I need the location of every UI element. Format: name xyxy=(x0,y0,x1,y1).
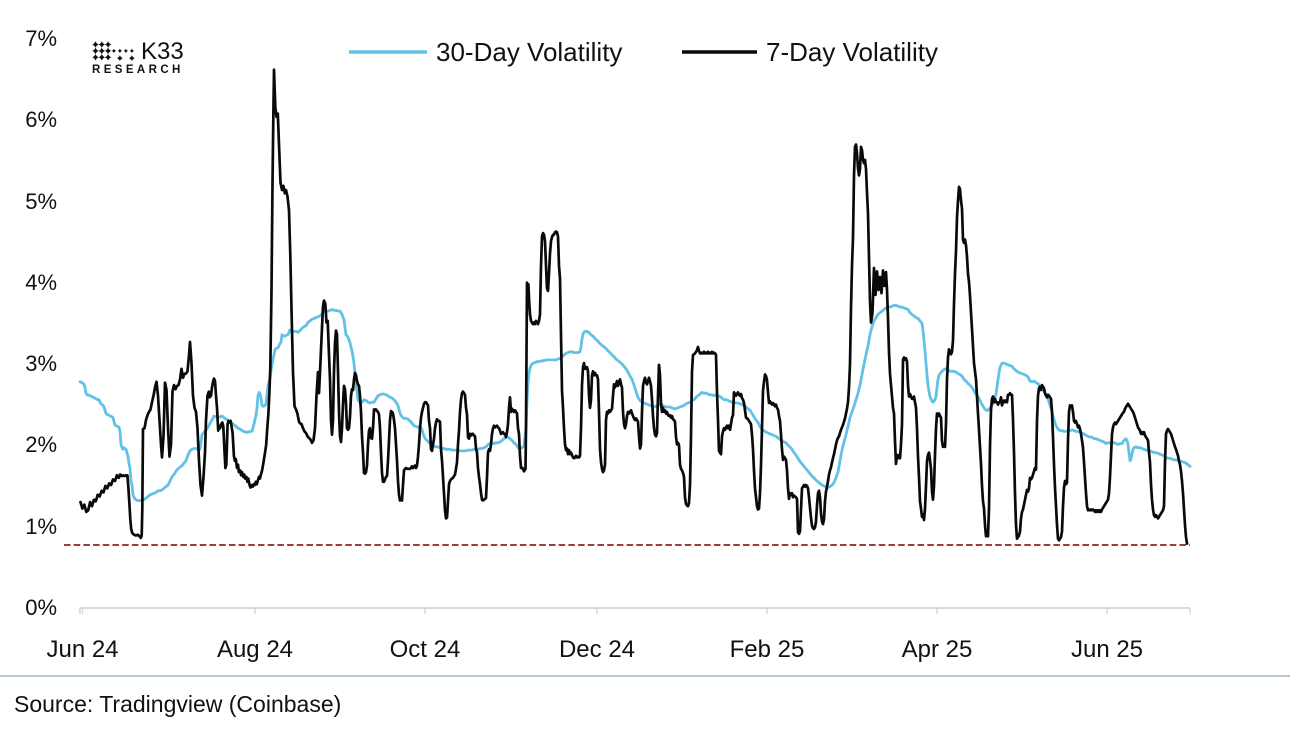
svg-text:Jun 25: Jun 25 xyxy=(1071,636,1143,663)
svg-text:Aug 24: Aug 24 xyxy=(217,636,293,663)
svg-text:Dec 24: Dec 24 xyxy=(559,636,635,663)
svg-text:Apr 25: Apr 25 xyxy=(902,636,973,663)
svg-text:K33: K33 xyxy=(141,38,184,65)
svg-text:Jun 24: Jun 24 xyxy=(46,636,118,663)
svg-text:Source: Tradingview (Coinbase): Source: Tradingview (Coinbase) xyxy=(14,691,341,717)
svg-text:0%: 0% xyxy=(25,595,57,620)
svg-text:Feb 25: Feb 25 xyxy=(730,636,805,663)
svg-text:7-Day Volatility: 7-Day Volatility xyxy=(766,37,938,67)
svg-text:1%: 1% xyxy=(25,514,57,539)
svg-text:2%: 2% xyxy=(25,432,57,457)
svg-text:30-Day Volatility: 30-Day Volatility xyxy=(436,37,622,67)
svg-text:Oct 24: Oct 24 xyxy=(390,636,461,663)
svg-text:3%: 3% xyxy=(25,351,57,376)
svg-text:4%: 4% xyxy=(25,270,57,295)
svg-text:6%: 6% xyxy=(25,107,57,132)
svg-text:5%: 5% xyxy=(25,189,57,214)
svg-text:RESEARCH: RESEARCH xyxy=(92,64,184,76)
svg-text:7%: 7% xyxy=(25,26,57,51)
